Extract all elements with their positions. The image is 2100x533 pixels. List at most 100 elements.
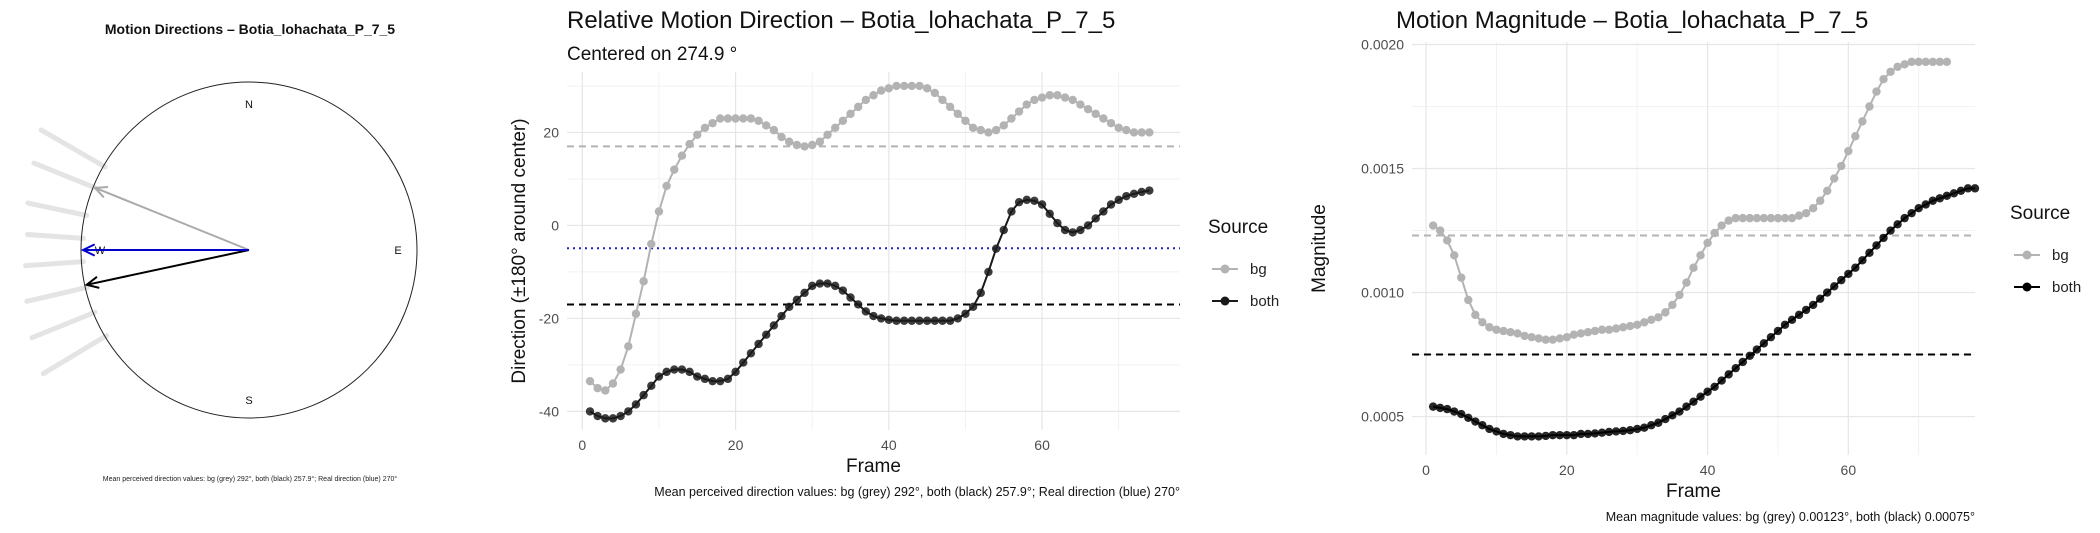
y-tick-label: 0.0005 (1361, 409, 1404, 425)
data-point-bg (1555, 334, 1564, 343)
data-point-bg (1710, 228, 1719, 238)
data-point-bg (953, 109, 962, 119)
data-point-both (823, 279, 832, 288)
data-point-both (1492, 427, 1501, 436)
both-direction-arrow (86, 249, 250, 286)
data-point-bg (624, 342, 633, 351)
real-direction-arrow-head (80, 243, 96, 257)
data-point-bg (662, 181, 671, 191)
data-point-both (1068, 228, 1077, 237)
data-point-bg (1928, 57, 1937, 67)
legend-title: Source (1208, 217, 1268, 238)
data-point-both (1801, 305, 1811, 315)
data-point-both (1675, 407, 1684, 416)
data-point-bg (800, 142, 809, 151)
data-point-both (930, 316, 939, 325)
data-point-both (1647, 421, 1656, 430)
compass-panel: Motion Directions – Botia_lohachata_P_7_… (23, 21, 418, 483)
data-point-both (616, 411, 625, 421)
data-point-bg (1534, 334, 1543, 343)
data-point-both (1668, 411, 1677, 420)
data-point-bg (746, 114, 756, 123)
data-point-bg (731, 114, 740, 123)
data-point-both (1752, 345, 1762, 354)
data-point-bg (1068, 95, 1077, 105)
data-point-both (1865, 248, 1874, 258)
data-point-bg (853, 102, 863, 112)
data-point-both (976, 288, 985, 298)
data-point-bg (1865, 102, 1874, 111)
data-point-both (1548, 430, 1557, 440)
y-axis-label: Magnitude (1309, 204, 1330, 293)
data-point-bg (1815, 196, 1825, 205)
data-point-both (746, 349, 756, 358)
data-point-both (968, 302, 978, 311)
data-point-bg (601, 386, 610, 395)
data-point-bg (915, 81, 924, 91)
data-point-both (1900, 213, 1909, 223)
compass-label-n: N (245, 99, 253, 111)
data-point-bg (1076, 100, 1085, 109)
legend-label-bg: bg (1250, 261, 1267, 278)
x-axis-label: Frame (1666, 481, 1721, 502)
data-point-bg (762, 121, 771, 130)
data-point-bg (1738, 213, 1747, 223)
data-point-bg (876, 86, 886, 95)
x-axis-label: Frame (846, 456, 901, 477)
chart-caption: Mean perceived direction values: bg (gre… (654, 485, 1180, 499)
data-point-bg (846, 109, 855, 119)
compass-ray (23, 259, 86, 269)
data-point-bg (1527, 332, 1536, 342)
data-point-bg (1457, 273, 1466, 282)
data-point-both (1499, 429, 1508, 439)
data-point-bg (1099, 114, 1108, 123)
data-point-bg (1745, 213, 1755, 223)
data-point-both (1682, 402, 1691, 411)
data-point-bg (976, 125, 985, 135)
data-point-both (1907, 208, 1916, 218)
data-point-bg (823, 130, 832, 139)
data-point-both (1555, 430, 1564, 440)
data-point-bg (1752, 213, 1762, 223)
data-point-both (1485, 424, 1494, 434)
data-point-bg (1773, 213, 1783, 223)
data-point-bg (1037, 93, 1047, 102)
data-point-bg (1485, 323, 1494, 332)
data-point-both (1590, 429, 1600, 438)
data-point-bg (1858, 117, 1867, 126)
data-point-bg (1145, 128, 1154, 137)
data-point-bg (869, 91, 878, 100)
data-point-both (1471, 417, 1480, 426)
data-point-bg (1428, 221, 1438, 230)
data-point-both (1137, 187, 1146, 197)
data-point-bg (777, 132, 786, 142)
data-point-bg (1471, 310, 1480, 320)
data-point-bg (792, 140, 802, 150)
data-point-bg (1724, 216, 1733, 225)
data-point-bg (1583, 328, 1593, 337)
x-tick-label: 60 (1034, 437, 1050, 453)
data-point-bg (830, 123, 840, 132)
data-point-bg (1014, 107, 1024, 116)
data-point-both (1837, 275, 1846, 285)
data-point-both (907, 316, 917, 325)
data-point-both (792, 295, 802, 305)
data-point-both (1611, 427, 1621, 436)
y-tick-label: 0.0010 (1361, 285, 1404, 301)
data-point-both (838, 286, 848, 295)
data-point-bg (1106, 118, 1116, 128)
data-point-bg (838, 116, 848, 126)
legend-key-point (2022, 282, 2032, 292)
compass-label-s: S (245, 395, 252, 407)
chart-title: Motion Magnitude – Botia_lohachata_P_7_5 (1396, 7, 1868, 34)
data-point-bg (1731, 213, 1740, 223)
data-point-bg (1541, 335, 1550, 344)
data-point-both (815, 279, 825, 288)
data-point-both (708, 376, 717, 386)
data-point-both (1583, 429, 1593, 439)
y-tick-label: 20 (543, 124, 559, 140)
data-point-bg (1844, 146, 1853, 156)
data-point-bg (1654, 313, 1663, 322)
data-point-both (1053, 218, 1062, 228)
